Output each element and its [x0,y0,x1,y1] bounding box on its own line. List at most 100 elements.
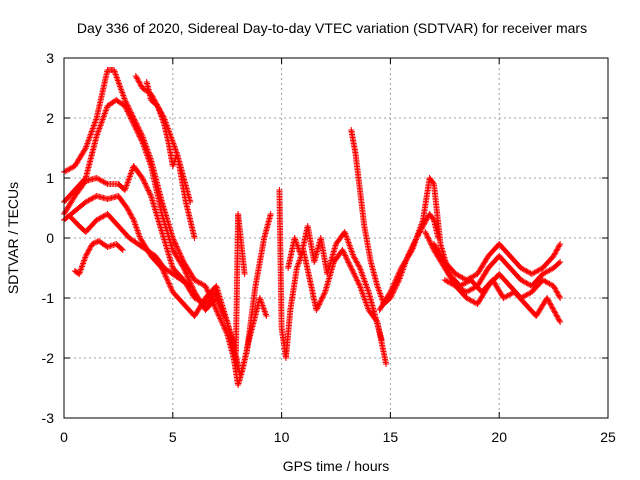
plus-marker [351,255,358,262]
plus-marker [341,251,348,258]
plus-marker [342,252,349,259]
plus-marker [555,243,562,250]
plus-marker [425,235,432,242]
plus-marker [393,274,400,281]
plus-marker [121,97,128,103]
plus-marker [90,240,97,247]
plus-marker [556,317,563,324]
plus-marker [142,181,149,188]
plus-marker [136,79,143,86]
plus-marker [103,180,110,187]
plus-marker [157,108,164,115]
plus-marker [89,241,96,247]
plus-marker [202,283,209,289]
plus-marker [343,255,350,262]
plus-marker [556,260,563,266]
plus-marker [124,206,131,213]
plus-marker [354,278,361,285]
plus-marker [187,199,194,205]
plus-marker [426,238,433,245]
plus-marker [349,267,356,274]
plus-marker [235,367,242,373]
plus-marker [211,302,218,309]
plus-marker [551,251,558,258]
plus-marker [217,316,224,323]
plus-marker [348,266,355,273]
data-points [61,67,564,388]
plus-marker [314,304,321,311]
plus-marker [346,262,353,269]
plus-marker [423,216,430,223]
plus-marker [551,284,558,291]
plus-marker [184,273,191,280]
plus-marker [191,235,198,241]
plus-marker [424,234,431,241]
plus-marker [125,111,132,118]
plus-marker [122,98,129,105]
plus-marker [353,258,360,265]
plus-marker [339,247,346,253]
plus-marker [134,77,141,83]
plus-marker [555,316,562,323]
plus-marker [122,104,129,111]
plus-marker [316,301,323,308]
plus-marker [219,319,226,326]
plus-marker [352,273,359,280]
plus-marker [134,75,141,82]
plus-marker [350,253,357,259]
plus-marker [133,126,140,133]
plus-marker [388,287,395,294]
plus-marker [340,249,347,256]
plus-marker [213,307,220,313]
plus-marker [137,82,144,89]
plus-marker [317,298,324,305]
plus-marker [212,305,219,312]
plus-marker [125,207,132,214]
plus-marker [353,276,360,283]
plus-marker [553,247,560,254]
plus-marker [84,250,91,257]
plus-marker [216,314,223,321]
plus-marker [267,211,274,217]
plus-marker [135,78,142,85]
plus-marker [82,253,89,259]
plus-marker [213,308,220,315]
plus-marker [131,122,138,129]
plus-marker [127,211,134,218]
plus-marker [127,114,134,121]
plus-marker [423,231,430,238]
plus-marker [424,233,431,240]
plus-marker [393,276,400,283]
plus-marker [87,243,94,250]
plus-marker [174,246,181,253]
plus-marker [350,270,357,277]
plus-marker [165,279,172,286]
plus-marker [84,249,91,255]
plus-marker [85,247,92,254]
plus-marker [383,361,390,367]
x-tick-label: 15 [383,429,399,445]
plus-marker [162,272,169,279]
plus-marker [556,242,563,249]
plus-marker [132,73,139,79]
plus-marker [81,146,88,153]
plus-marker [174,244,181,251]
y-tick-label: 2 [46,110,54,126]
plus-marker [554,313,561,320]
plus-marker [203,284,210,291]
plus-marker [395,272,402,279]
plus-marker [128,213,135,219]
plus-marker [158,111,165,117]
plus-marker [214,309,221,316]
plus-marker [215,312,222,319]
plus-marker [87,245,94,251]
plus-marker [160,113,167,120]
plus-marker [546,300,553,307]
plus-marker [83,251,90,258]
plus-marker [118,246,125,252]
plus-marker [394,273,401,280]
plus-marker [427,240,434,247]
plus-marker [175,247,182,254]
plus-marker [182,269,189,276]
y-tick-label: 3 [46,50,54,66]
